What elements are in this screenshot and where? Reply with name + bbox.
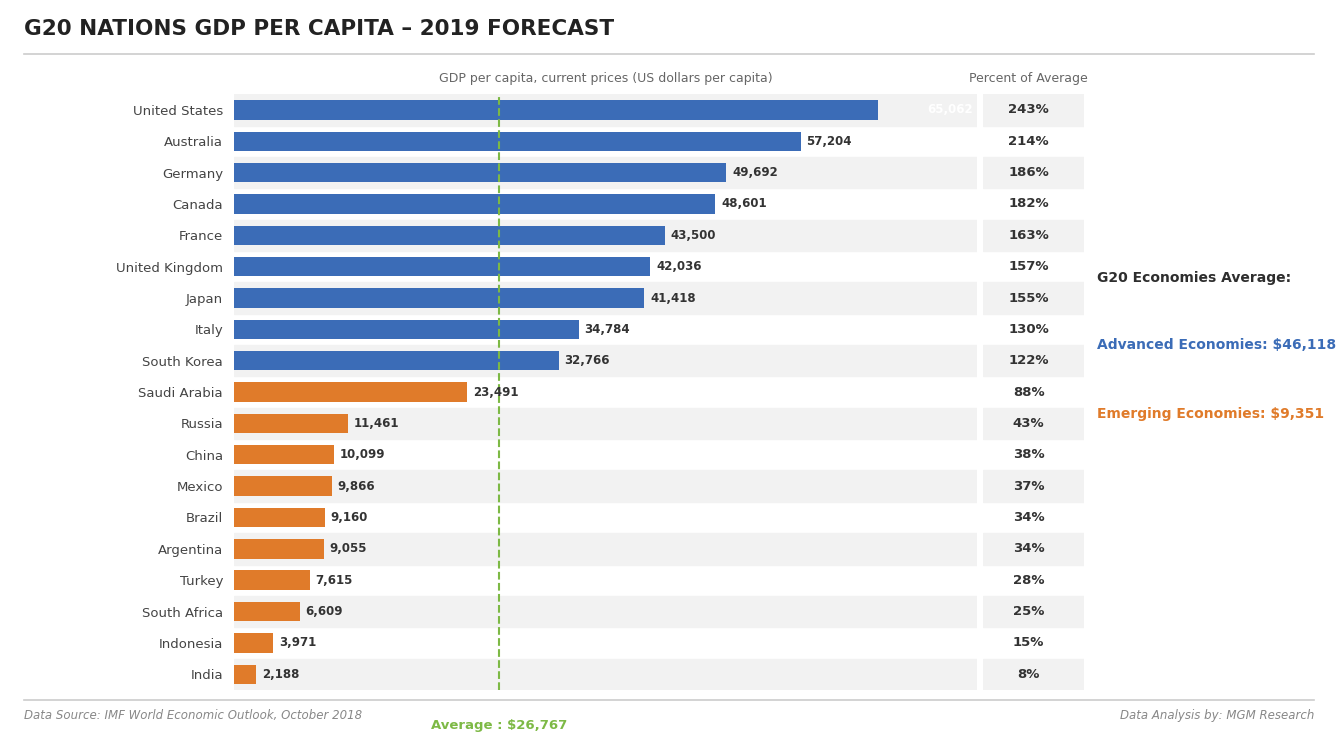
Bar [234, 195, 716, 213]
Text: 38%: 38% [1013, 449, 1045, 461]
Bar [234, 257, 650, 277]
Bar [234, 477, 332, 496]
Text: Percent of Average: Percent of Average [969, 72, 1088, 85]
Text: 214%: 214% [1009, 135, 1049, 148]
Bar [234, 571, 309, 590]
Bar [983, 470, 1084, 502]
Bar [234, 533, 977, 565]
Text: 28%: 28% [1013, 574, 1045, 587]
Bar [234, 320, 578, 339]
Bar [983, 408, 1084, 439]
Bar [234, 163, 727, 182]
Text: 186%: 186% [1009, 166, 1049, 179]
Text: 34,784: 34,784 [585, 323, 630, 336]
Text: 9,866: 9,866 [337, 480, 376, 492]
Bar [234, 351, 558, 370]
Text: 11,461: 11,461 [353, 417, 399, 430]
Text: 42,036: 42,036 [657, 260, 702, 273]
Text: 34%: 34% [1013, 511, 1045, 524]
Bar [234, 94, 977, 126]
Text: 37%: 37% [1013, 480, 1045, 492]
Bar [234, 282, 977, 314]
Bar [234, 664, 256, 684]
Bar [234, 414, 348, 433]
Text: 25%: 25% [1013, 605, 1044, 618]
Text: 43%: 43% [1013, 417, 1045, 430]
Bar [234, 131, 800, 151]
Text: 9,055: 9,055 [329, 542, 367, 556]
Text: Data Source: IMF World Economic Outlook, October 2018: Data Source: IMF World Economic Outlook,… [24, 709, 363, 722]
Text: 2,188: 2,188 [262, 668, 300, 681]
Bar [234, 219, 977, 251]
Bar [234, 382, 467, 402]
Bar [234, 100, 878, 120]
Bar [983, 658, 1084, 690]
Text: Average : $26,767: Average : $26,767 [431, 719, 567, 731]
Text: 48,601: 48,601 [721, 198, 767, 210]
Text: 10,099: 10,099 [340, 449, 385, 461]
Text: 9,160: 9,160 [330, 511, 368, 524]
Text: 49,692: 49,692 [732, 166, 777, 179]
Bar [234, 345, 977, 376]
Text: 122%: 122% [1009, 354, 1049, 367]
Text: 65,062: 65,062 [927, 103, 973, 116]
Text: GDP per capita, current prices (US dollars per capita): GDP per capita, current prices (US dolla… [439, 72, 772, 85]
Text: 163%: 163% [1009, 228, 1049, 242]
Text: 3,971: 3,971 [280, 636, 317, 649]
Text: 43,500: 43,500 [670, 228, 716, 242]
Bar [234, 408, 977, 439]
Text: G20 NATIONS GDP PER CAPITA – 2019 FORECAST: G20 NATIONS GDP PER CAPITA – 2019 FORECA… [24, 19, 614, 39]
Bar [234, 658, 977, 690]
Bar [234, 445, 334, 464]
Text: 6,609: 6,609 [305, 605, 343, 618]
Text: 41,418: 41,418 [650, 292, 696, 305]
Text: 34%: 34% [1013, 542, 1045, 556]
Text: 32,766: 32,766 [565, 354, 610, 367]
Bar [983, 219, 1084, 251]
Text: 57,204: 57,204 [807, 135, 852, 148]
Bar [234, 539, 324, 559]
Bar [234, 602, 300, 621]
Bar [983, 94, 1084, 126]
Text: 182%: 182% [1009, 198, 1049, 210]
Bar [234, 157, 977, 188]
Text: 7,615: 7,615 [316, 574, 353, 587]
Text: 15%: 15% [1013, 636, 1044, 649]
Text: Data Analysis by: MGM Research: Data Analysis by: MGM Research [1120, 709, 1314, 722]
Bar [234, 225, 665, 245]
Bar [983, 157, 1084, 188]
Text: Advanced Economies: $46,118: Advanced Economies: $46,118 [1097, 338, 1337, 352]
Text: 8%: 8% [1017, 668, 1040, 681]
Text: 23,491: 23,491 [472, 385, 518, 399]
Text: 157%: 157% [1009, 260, 1049, 273]
Text: 130%: 130% [1009, 323, 1049, 336]
Bar [983, 345, 1084, 376]
Bar [234, 596, 977, 627]
Bar [234, 507, 325, 527]
Text: G20 Economies Average:: G20 Economies Average: [1097, 271, 1291, 286]
Bar [234, 470, 977, 502]
Text: Emerging Economies: $9,351: Emerging Economies: $9,351 [1097, 407, 1325, 421]
Bar [234, 633, 273, 653]
Text: 88%: 88% [1013, 385, 1045, 399]
Text: 155%: 155% [1009, 292, 1049, 305]
Bar [234, 288, 644, 308]
Bar [983, 282, 1084, 314]
Bar [983, 533, 1084, 565]
Text: 243%: 243% [1009, 103, 1049, 116]
Bar [983, 596, 1084, 627]
